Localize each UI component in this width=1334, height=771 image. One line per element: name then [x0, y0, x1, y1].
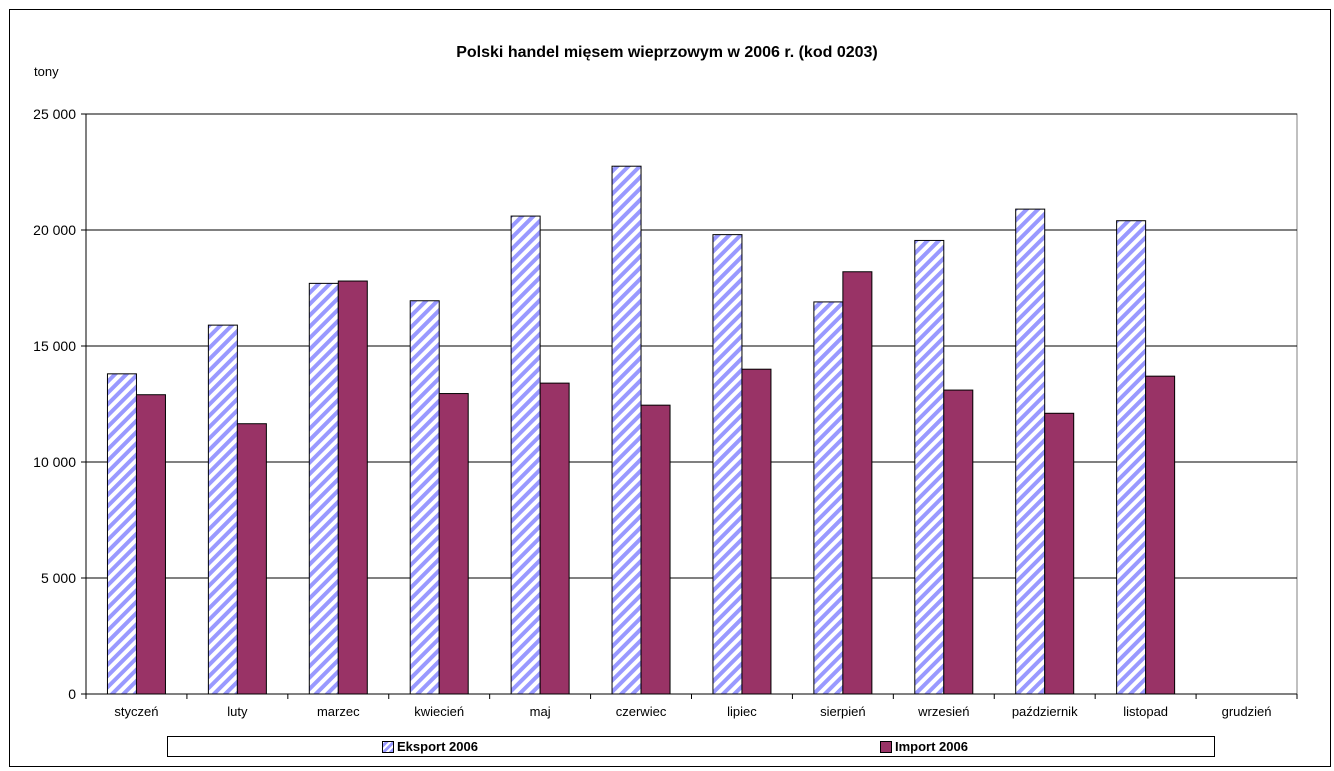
y-tick-label: 5 000 — [41, 570, 76, 586]
y-tick-label: 20 000 — [33, 222, 76, 238]
y-tick-label: 10 000 — [33, 454, 76, 470]
bar-import — [640, 404, 671, 695]
bar-import — [1145, 375, 1176, 695]
x-tick-label: październik — [1012, 704, 1078, 719]
x-tick-label: grudzień — [1222, 704, 1272, 719]
x-tick-label: kwiecień — [414, 704, 464, 719]
legend-swatch-eksport — [382, 740, 394, 753]
bar-eksport — [914, 239, 945, 695]
x-tick-label: sierpień — [820, 704, 866, 719]
x-tick-label: czerwiec — [616, 704, 667, 719]
bar-import — [1044, 412, 1075, 695]
legend-item-import: Import 2006 — [880, 739, 968, 754]
y-tick-label: 25 000 — [33, 106, 76, 122]
bar-eksport — [510, 215, 541, 695]
bar-import — [337, 280, 368, 695]
legend: Eksport 2006 Import 2006 — [167, 736, 1215, 757]
bar-eksport — [813, 301, 844, 695]
bar-eksport — [1116, 220, 1147, 695]
y-tick-label: 15 000 — [33, 338, 76, 354]
bar-import — [539, 382, 570, 695]
bar-eksport — [712, 234, 743, 695]
legend-item-eksport: Eksport 2006 — [382, 739, 478, 754]
bar-import — [236, 423, 267, 695]
y-tick-label: 0 — [68, 686, 76, 702]
x-tick-label: maj — [530, 704, 551, 719]
bar-eksport — [409, 300, 440, 695]
bar-eksport — [207, 324, 238, 695]
bar-import — [842, 271, 873, 695]
x-tick-label: luty — [227, 704, 248, 719]
bar-import — [135, 394, 166, 695]
plot-area — [85, 113, 1298, 695]
legend-label-eksport: Eksport 2006 — [397, 739, 478, 754]
y-axis-label: tony — [34, 64, 59, 79]
x-tick-label: lipiec — [727, 704, 757, 719]
bar-eksport — [106, 373, 137, 695]
bar-import — [741, 368, 772, 695]
bar-import — [943, 389, 974, 695]
x-tick-label: styczeń — [114, 704, 158, 719]
x-tick-label: marzec — [317, 704, 360, 719]
bar-import — [438, 393, 469, 695]
legend-label-import: Import 2006 — [895, 739, 968, 754]
chart-title: Polski handel mięsem wieprzowym w 2006 r… — [456, 44, 878, 61]
x-tick-label: listopad — [1123, 704, 1168, 719]
x-tick-label: wrzesień — [917, 704, 969, 719]
bar-eksport — [611, 165, 642, 695]
legend-swatch-import — [880, 740, 892, 753]
bar-eksport — [308, 282, 339, 695]
bar-eksport — [1015, 208, 1046, 695]
